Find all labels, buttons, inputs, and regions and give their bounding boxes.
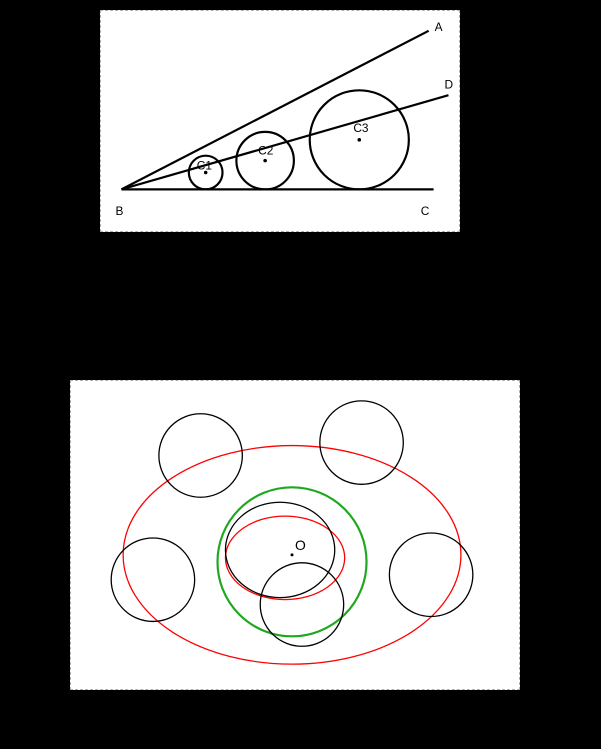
label-A: A	[435, 20, 443, 34]
label-C1: C1	[197, 159, 213, 173]
black-circle-0	[159, 414, 242, 497]
black-circle-3	[389, 533, 472, 616]
center-dot-O	[291, 553, 294, 556]
black-circle-2	[111, 538, 194, 621]
black-circle-1	[320, 401, 403, 484]
ray-BA	[121, 31, 428, 190]
label-O: O	[295, 537, 306, 553]
center-dot-C3	[357, 138, 361, 142]
figure1-svg: A B C D C1 C2 C3	[101, 11, 459, 231]
figure1-angle-inscribed-circles: A B C D C1 C2 C3	[100, 10, 460, 232]
label-C3: C3	[353, 121, 369, 135]
label-B: B	[115, 204, 123, 218]
figure2-svg: O	[71, 381, 519, 689]
label-D: D	[445, 77, 454, 91]
center-dot-C2	[263, 159, 267, 163]
label-C2: C2	[258, 144, 273, 158]
figure2-circle-arrangement: O	[70, 380, 520, 690]
black-circle-4	[260, 563, 343, 646]
label-C: C	[421, 204, 430, 218]
red-ellipse-1	[225, 516, 344, 599]
